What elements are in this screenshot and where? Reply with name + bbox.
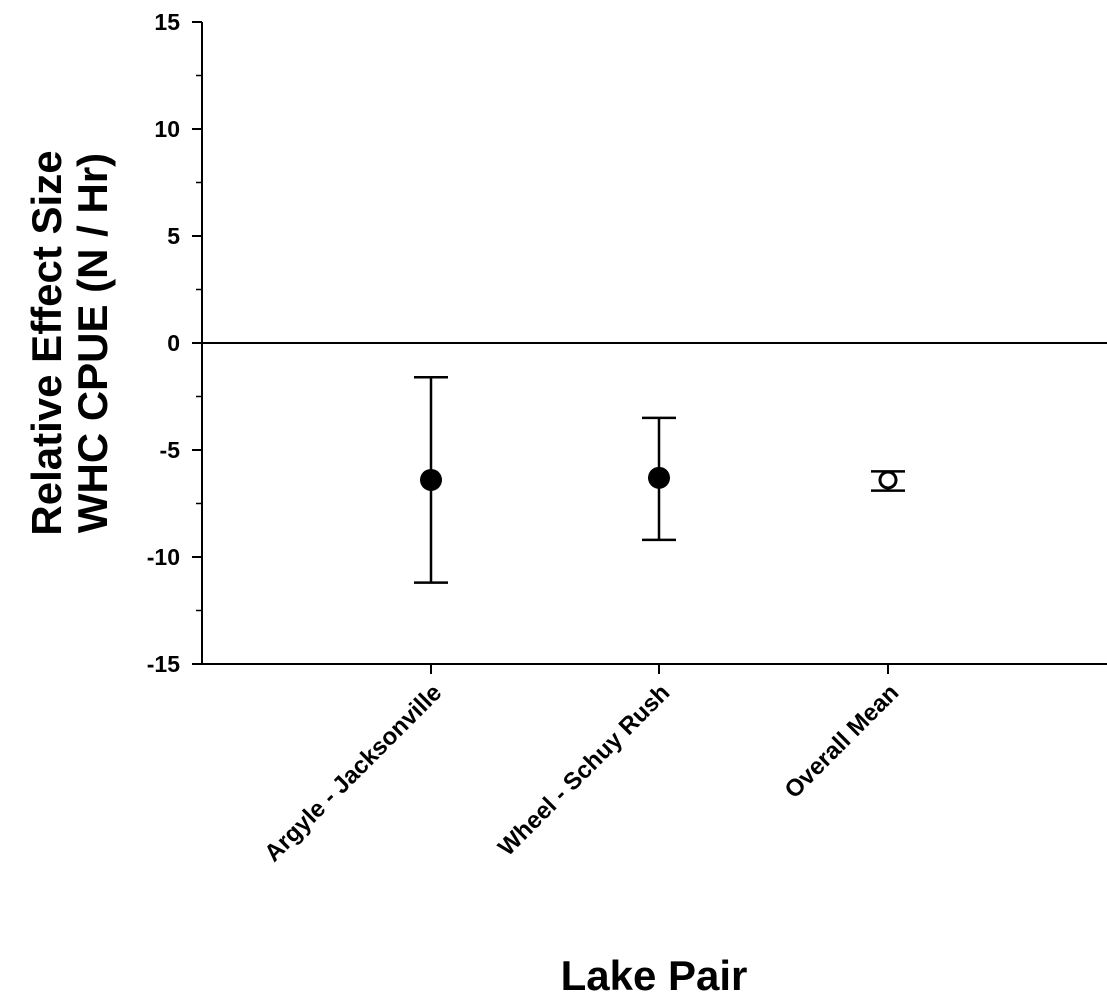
y-tick-label: 10 [154, 116, 180, 142]
y-tick-label: 5 [167, 223, 180, 249]
data-point-group [414, 375, 448, 584]
data-marks [414, 375, 905, 584]
data-point-open [878, 470, 898, 490]
data-point-filled [420, 468, 442, 491]
axis-titles: Lake Pair Relative Effect Size WHC CPUE … [23, 150, 747, 999]
x-category-label: Argyle - Jacksonville [259, 679, 447, 867]
y-tick-label: 15 [154, 9, 180, 35]
y-tick-label: -5 [160, 437, 181, 463]
data-point-filled [648, 466, 670, 489]
y-axis-title-line-1: Relative Effect Size [23, 150, 70, 535]
data-point-group [642, 416, 676, 542]
y-axis-title-line-2: WHC CPUE (N / Hr) [69, 153, 116, 533]
data-point-group [871, 470, 905, 492]
x-axis: Argyle - Jacksonville Wheel - Schuy Rush O… [202, 663, 1107, 867]
y-tick-label: 0 [167, 330, 180, 356]
x-category-label: Wheel - Schuy Rush [493, 679, 675, 861]
x-axis-title: Lake Pair [561, 952, 748, 999]
y-tick-label: -15 [147, 651, 180, 677]
x-category-label: Overall Mean [780, 679, 905, 804]
y-axis: 15 10 5 0 -5 -10 -15 [147, 9, 203, 677]
y-tick-label: -10 [147, 544, 180, 570]
